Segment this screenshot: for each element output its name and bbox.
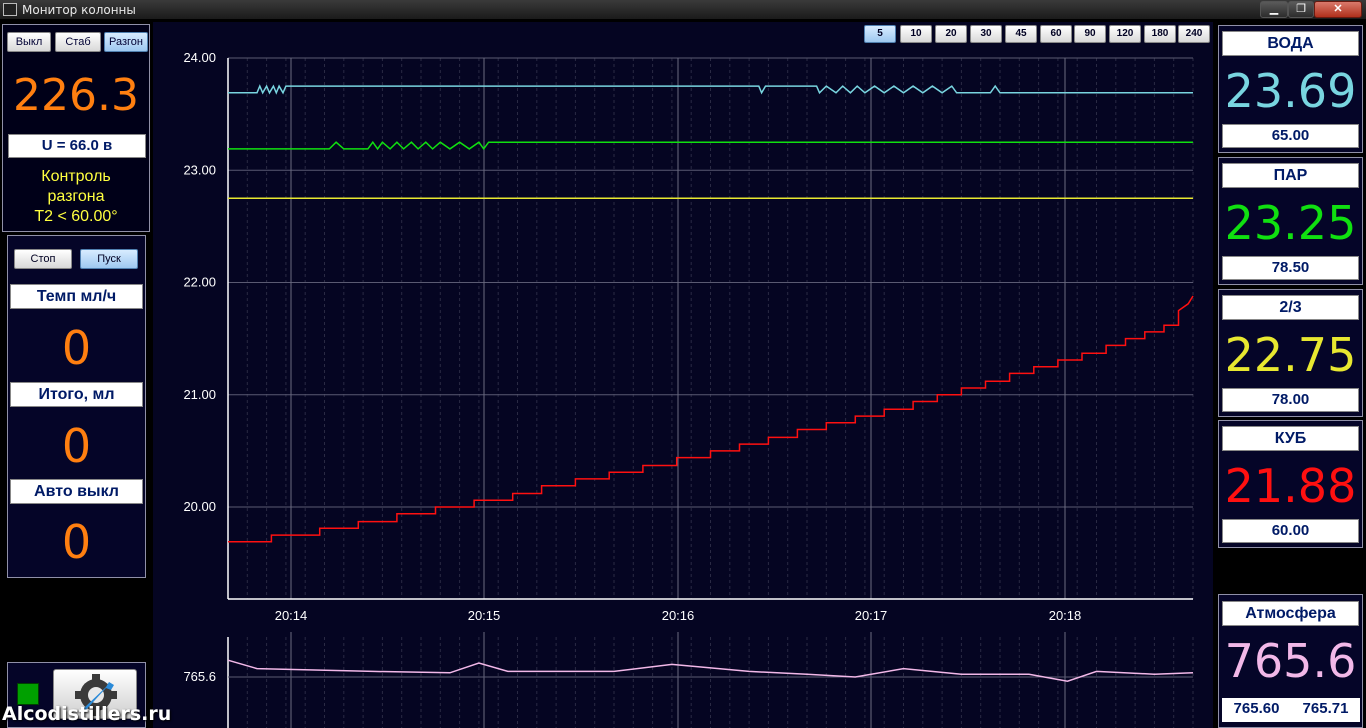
sensor-setpoint: 78.50	[1222, 256, 1359, 280]
status-panel	[7, 662, 146, 728]
control-line-2: разгона	[47, 188, 105, 205]
range-button-60[interactable]: 60	[1040, 25, 1072, 43]
atmosphere-max: 765.71	[1291, 698, 1360, 722]
atmosphere-value: 765.6	[1224, 634, 1357, 688]
sensor-name: 2/3	[1222, 295, 1359, 320]
sensor-value: 23.25	[1224, 196, 1357, 250]
status-indicator	[17, 683, 39, 705]
y-tick-label: 24.00	[183, 50, 216, 65]
series-line-0	[228, 84, 1193, 95]
temperature-chart: 24.00 23.00 22.00 21.00 20.00 20:14 20:15 20:16…	[183, 50, 1194, 728]
pressure-tick-label: 765.6	[183, 669, 216, 684]
x-tick-label: 20:16	[662, 608, 695, 623]
mode-boost-button[interactable]: Разгон	[104, 32, 148, 52]
total-label: Итого, мл	[10, 382, 143, 407]
range-button-120[interactable]: 120	[1109, 25, 1141, 43]
x-tick-label: 20:18	[1049, 608, 1082, 623]
sensor-value: 23.69	[1224, 64, 1357, 118]
range-button-30[interactable]: 30	[970, 25, 1002, 43]
auto-off-label: Авто выкл	[10, 479, 143, 504]
y-tick-label: 21.00	[183, 387, 216, 402]
window-title: Монитор колонны	[22, 3, 136, 17]
x-tick-label: 20:15	[468, 608, 501, 623]
sensor-setpoint: 65.00	[1222, 124, 1359, 148]
control-line-1: Контроль	[41, 168, 111, 185]
sensor-name: КУБ	[1222, 426, 1359, 451]
total-value: 0	[61, 419, 92, 473]
sensor-value: 22.75	[1224, 328, 1357, 382]
atmosphere-min: 765.60	[1222, 698, 1291, 722]
x-tick-label: 20:17	[855, 608, 888, 623]
power-panel: Выкл Стаб Разгон 226.3 U = 66.0 в Контро…	[2, 24, 150, 232]
y-tick-label: 23.00	[183, 162, 216, 177]
mode-stab-button[interactable]: Стаб	[55, 32, 101, 52]
sensor-value: 21.88	[1224, 459, 1357, 513]
app-icon	[3, 3, 17, 16]
settings-button[interactable]	[53, 669, 137, 719]
control-line-3: T2 < 60.00°	[34, 208, 118, 225]
range-button-180[interactable]: 180	[1144, 25, 1176, 43]
chart-area: 5 10 20 30 45 60 90 120 180 240 24.00 23.00 22.00 21…	[153, 22, 1213, 728]
title-bar: Монитор колонны ▁ ❐ ✕	[0, 0, 1366, 20]
range-button-20[interactable]: 20	[935, 25, 967, 43]
stop-button[interactable]: Стоп	[14, 249, 72, 269]
sensor-card-2: 2/3 22.75 78.00	[1218, 289, 1363, 417]
atmosphere-label: Атмосфера	[1222, 601, 1359, 626]
gear-wrench-icon	[75, 674, 117, 716]
sensor-setpoint: 60.00	[1222, 519, 1359, 543]
sensor-setpoint: 78.00	[1222, 388, 1359, 412]
sensor-name: ПАР	[1222, 163, 1359, 188]
watermark: Alcodistillers.ru	[2, 703, 172, 725]
range-button-90[interactable]: 90	[1074, 25, 1106, 43]
rate-value: 0	[61, 321, 92, 375]
sensor-card-0: ВОДА 23.69 65.00	[1218, 25, 1363, 153]
pressure-line	[227, 659, 1194, 682]
x-tick-label: 20:14	[275, 608, 308, 623]
range-button-45[interactable]: 45	[1005, 25, 1037, 43]
sensor-card-1: ПАР 23.25 78.50	[1218, 157, 1363, 285]
range-button-240[interactable]: 240	[1178, 25, 1210, 43]
voltage-display: U = 66.0 в	[8, 134, 146, 158]
range-button-10[interactable]: 10	[900, 25, 932, 43]
y-tick-label: 20.00	[183, 499, 216, 514]
minimize-button[interactable]: ▁	[1260, 1, 1288, 18]
close-button[interactable]: ✕	[1314, 1, 1362, 18]
sensor-card-3: КУБ 21.88 60.00	[1218, 420, 1363, 548]
range-button-5[interactable]: 5	[864, 25, 896, 43]
start-button[interactable]: Пуск	[80, 249, 138, 269]
collection-panel: Стоп Пуск Темп мл/ч 0 Итого, мл 0 Авто в…	[7, 235, 146, 578]
mode-off-button[interactable]: Выкл	[7, 32, 51, 52]
series-line-1	[228, 140, 1193, 151]
auto-off-value: 0	[61, 515, 92, 569]
series-line-3	[228, 295, 1194, 543]
sensor-name: ВОДА	[1222, 31, 1359, 56]
rate-label: Темп мл/ч	[10, 284, 143, 309]
power-value: 226.3	[13, 70, 139, 121]
y-tick-label: 22.00	[183, 275, 216, 290]
maximize-button[interactable]: ❐	[1288, 1, 1314, 18]
atmosphere-panel: Атмосфера 765.6 765.60 765.71	[1218, 594, 1363, 728]
